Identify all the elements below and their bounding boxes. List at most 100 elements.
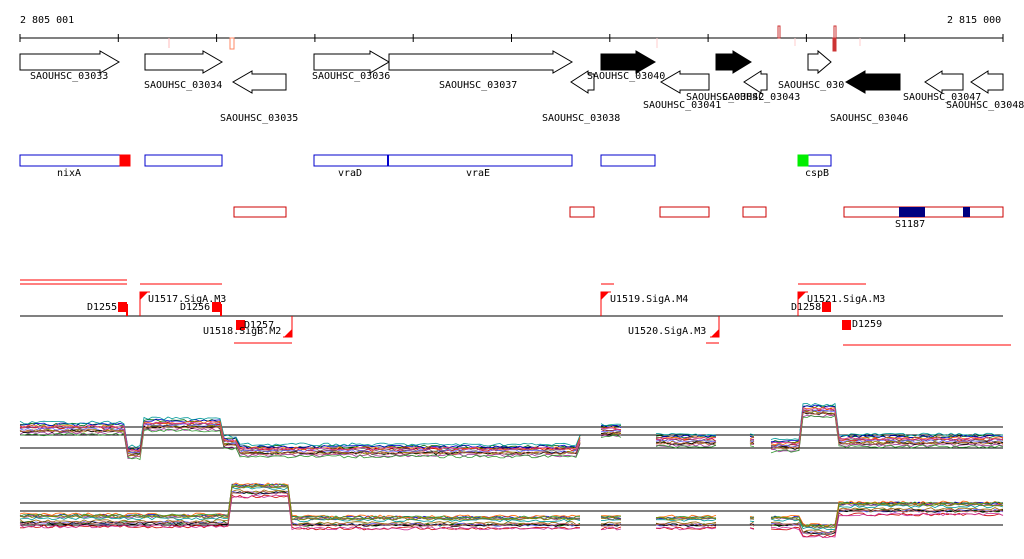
expression-trace xyxy=(600,427,622,431)
expression-trace xyxy=(19,482,581,519)
gene-arrow[interactable] xyxy=(232,70,287,94)
expression-trace xyxy=(19,490,581,527)
feature-label: S1187 xyxy=(895,219,925,230)
annotation-box[interactable] xyxy=(387,154,573,167)
segment-label: D1257 xyxy=(244,320,274,331)
gene-arrow[interactable] xyxy=(570,70,595,94)
coordinate-ruler: 2 805 001 2 815 000 xyxy=(19,15,1004,52)
expression-trace xyxy=(600,423,622,427)
ruler-ticks xyxy=(19,34,1004,42)
expression-trace xyxy=(19,428,581,461)
expression-trace xyxy=(19,494,581,531)
expression-trace xyxy=(655,443,717,448)
annotation-box[interactable] xyxy=(313,154,389,167)
expression-trace xyxy=(749,527,755,530)
expression-trace xyxy=(19,494,581,531)
gene-arrow[interactable] xyxy=(660,70,710,94)
gene-arrow[interactable] xyxy=(313,50,390,74)
expression-trace xyxy=(655,514,717,519)
expression-trace xyxy=(656,434,717,438)
expression-trace xyxy=(655,521,717,525)
segment-label: D1259 xyxy=(852,319,882,330)
gene-arrow[interactable] xyxy=(388,50,573,74)
expression-trace xyxy=(19,425,581,458)
segment-label: D1256 xyxy=(180,302,210,313)
expression-trace xyxy=(19,425,581,457)
expression-trace xyxy=(749,436,755,440)
expression-trace xyxy=(600,515,622,517)
segment-label: D1258 xyxy=(791,302,821,313)
expression-trace xyxy=(19,485,581,521)
annotation-box[interactable] xyxy=(19,154,131,167)
annotation-label: vraE xyxy=(466,168,490,179)
gene-arrow[interactable] xyxy=(970,70,1004,94)
gene-arrow[interactable] xyxy=(600,50,656,74)
expression-trace xyxy=(770,414,1004,454)
expression-trace xyxy=(600,431,622,435)
expression-trace xyxy=(749,433,755,436)
expression-trace xyxy=(600,519,621,521)
expression-trace xyxy=(770,508,1004,535)
expression-trace xyxy=(600,521,622,525)
feature-box[interactable] xyxy=(659,206,710,218)
expression-trace xyxy=(770,502,1004,529)
expression-trace xyxy=(749,445,755,448)
expression-trace xyxy=(655,439,717,443)
expression-trace xyxy=(19,421,581,452)
gene-arrow[interactable] xyxy=(715,50,752,74)
expression-trace xyxy=(600,515,622,518)
gene-label: SAOUHSC_03046 xyxy=(830,113,908,124)
expression-trace xyxy=(770,508,1004,535)
expression-trace xyxy=(770,509,1004,535)
expression-trace xyxy=(600,523,622,527)
expression-trace xyxy=(770,411,1004,450)
segment-lines xyxy=(20,279,1011,346)
gene-arrow[interactable] xyxy=(19,50,120,74)
expression-trace xyxy=(749,441,755,445)
feature-box[interactable] xyxy=(233,206,287,218)
expression-trace xyxy=(655,523,717,527)
feature-box-s1187[interactable] xyxy=(843,206,1004,218)
expression-trace xyxy=(749,439,755,441)
gene-label: SAOUHSC_03042 xyxy=(686,92,764,103)
annotation-label: nixA xyxy=(57,168,81,179)
expression-trace xyxy=(770,500,1004,527)
expression-trace xyxy=(655,432,717,437)
gene-label: SAOUHSC_03037 xyxy=(439,80,517,91)
annotation-box[interactable] xyxy=(600,154,656,167)
gene-arrow[interactable] xyxy=(845,70,901,94)
feature-box[interactable] xyxy=(742,206,767,218)
expression-trace xyxy=(19,416,581,449)
ruler-peaks xyxy=(168,25,861,52)
expression-trace xyxy=(601,516,622,521)
gene-label: SAOUHSC_03036 xyxy=(312,71,390,82)
expression-trace xyxy=(770,402,1004,441)
gene-arrow[interactable] xyxy=(743,70,768,94)
annotation-box[interactable] xyxy=(144,154,223,167)
expression-trace xyxy=(19,489,581,526)
expression-trace xyxy=(749,516,755,518)
expression-trace xyxy=(655,526,717,531)
gene-label: SAOUHSC_03035 xyxy=(220,113,298,124)
feature-box[interactable] xyxy=(569,206,595,218)
gene-track: SAOUHSC_03033 SAOUHSC_03034 SAOUHSC_0303… xyxy=(19,49,1024,124)
segment-track: D1255 U1517.SigA.M3 D1256 D1257 U1518.Si… xyxy=(20,279,1011,346)
expression-trace xyxy=(770,404,1004,443)
expression-trace xyxy=(770,406,1004,445)
expression-trace xyxy=(600,523,622,527)
segment-label: U1520.SigA.M3 xyxy=(628,326,706,337)
expression-trace xyxy=(655,515,717,520)
segment-markers xyxy=(118,292,851,337)
expression-trace xyxy=(655,518,717,522)
gene-label: SAOUHSC_03043 xyxy=(722,92,800,103)
gene-arrow[interactable] xyxy=(144,50,223,74)
annotation-box[interactable] xyxy=(797,154,832,167)
expression-trace xyxy=(770,406,1004,446)
annotation-track: nixA vraD vraE cspB xyxy=(19,154,832,179)
gene-arrow[interactable] xyxy=(807,49,832,75)
expression-trace xyxy=(770,512,1004,539)
gene-label: SAOUHSC_03033 xyxy=(30,71,108,82)
expression-trace xyxy=(770,508,1004,535)
gene-arrow[interactable] xyxy=(924,70,964,94)
